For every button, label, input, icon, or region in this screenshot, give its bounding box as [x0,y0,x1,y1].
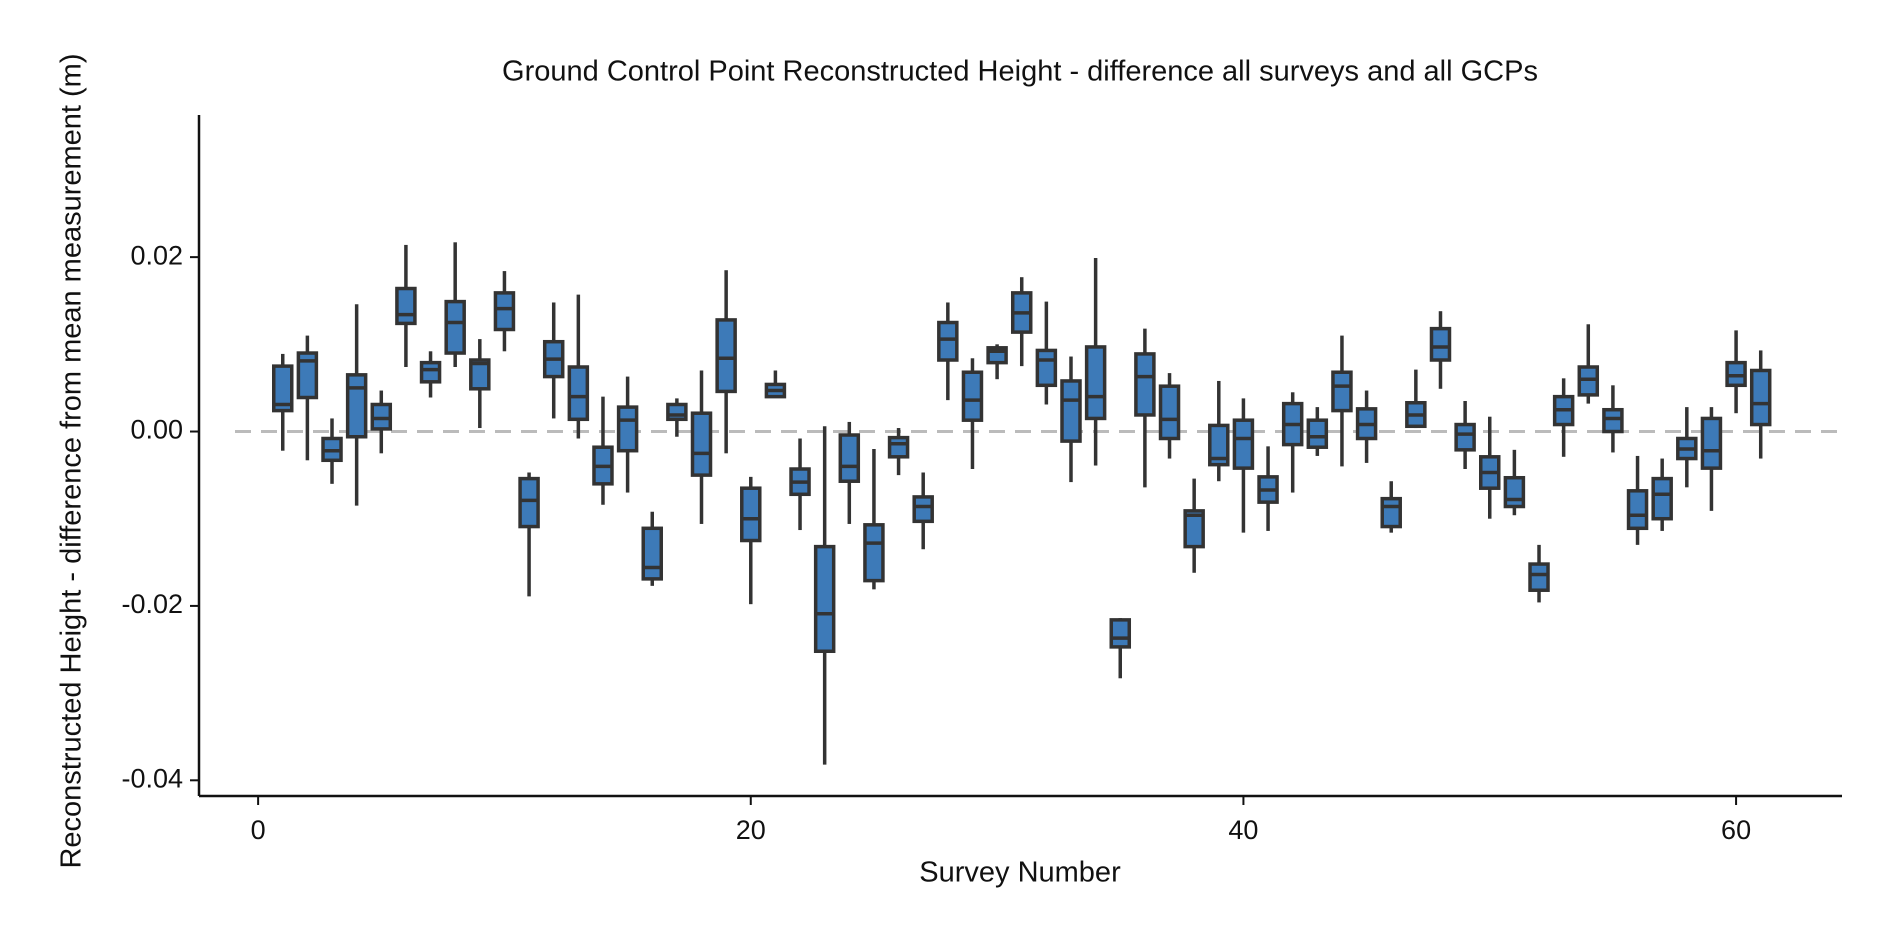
box [1429,326,1452,362]
y-tick-label: 0.00 [130,415,183,445]
box [1454,422,1476,452]
box [937,320,959,362]
box [493,291,516,332]
box [1232,418,1255,470]
chart-title: Ground Control Point Reconstructed Heigh… [502,56,1538,88]
box [863,523,885,583]
x-tick-label: 20 [736,815,766,845]
box [1700,416,1723,470]
y-tick-label: -0.02 [121,589,183,619]
box [469,358,491,391]
box [740,486,762,543]
box [1626,489,1649,531]
box [296,351,319,400]
box [813,544,836,654]
box [1158,384,1181,441]
box [912,495,934,524]
box [1060,379,1082,443]
y-tick-label: 0.02 [130,240,183,270]
x-tick-label: 60 [1721,815,1751,845]
x-tick-label: 40 [1228,815,1258,845]
box [838,433,861,483]
box [518,476,540,529]
box [641,526,663,581]
box [1380,496,1402,529]
box [345,373,368,439]
box [1602,407,1624,434]
y-tick-label: -0.04 [121,763,183,793]
box [961,370,984,422]
box [1306,418,1329,449]
box [444,299,466,355]
box [1084,345,1107,421]
box [690,411,713,477]
box [616,405,639,453]
box [419,360,442,384]
box [1183,509,1205,549]
box [1035,348,1058,388]
box [1208,423,1230,467]
box [715,318,737,394]
box [567,365,590,422]
x-axis-label: Survey Number [919,857,1121,889]
x-tick-label: 0 [251,815,266,845]
box [1503,475,1526,509]
box [1331,370,1353,413]
box [272,364,294,413]
box [666,402,688,422]
box [1528,562,1550,592]
box [1134,352,1156,417]
box [1749,368,1772,427]
box [395,286,417,326]
box [887,435,910,459]
box [1651,476,1673,521]
box [1109,618,1132,649]
y-axis-label: Reconstructed Height - difference from m… [56,53,88,868]
